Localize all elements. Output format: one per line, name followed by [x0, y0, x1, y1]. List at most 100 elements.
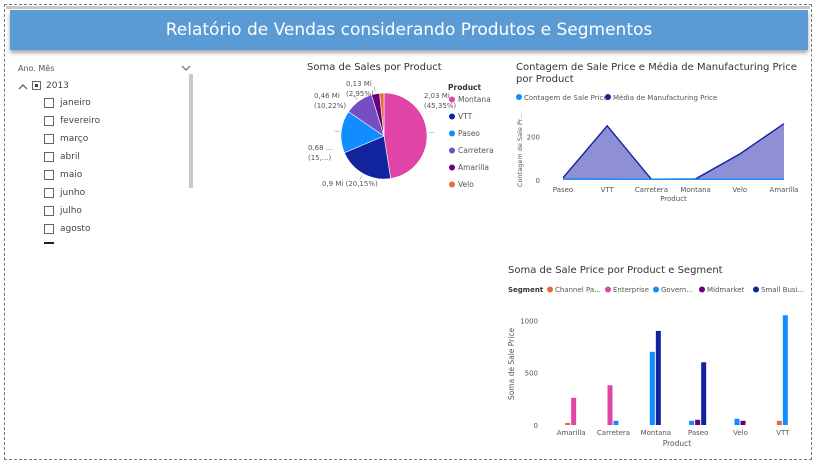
area-x-tick: Carretera	[635, 186, 668, 194]
area-fill-avg	[563, 123, 784, 180]
month-label: abril	[60, 152, 80, 162]
area-x-tick: Velo	[732, 186, 747, 194]
pie-slice-velo[interactable]	[379, 92, 385, 137]
pie-legend-marker	[449, 130, 455, 137]
bar-amarilla-enterprise[interactable]	[571, 397, 577, 425]
bar-montana-govern[interactable]	[649, 351, 655, 425]
slicer-overflow-item	[44, 242, 54, 244]
bar-carretera-enterprise[interactable]	[607, 385, 613, 425]
pie-legend-marker	[449, 96, 455, 103]
area-y-tick: 0	[536, 177, 540, 185]
bar-montana-smallbusi[interactable]	[655, 330, 661, 425]
bar-velo-govern[interactable]	[734, 418, 740, 425]
area-legend-avg: Média de Manufacturing Price	[613, 94, 717, 102]
bar-carretera-govern[interactable]	[613, 420, 619, 425]
pie-data-label: (10,22%)	[314, 102, 346, 110]
bar-paseo-smallbusi[interactable]	[701, 362, 707, 425]
chevron-down-icon[interactable]	[180, 62, 192, 74]
pie-legend-item: Velo	[458, 180, 474, 189]
collapse-caret-icon[interactable]	[18, 82, 28, 92]
checkbox[interactable]	[44, 134, 54, 144]
area-x-axis-label: Product	[660, 195, 687, 203]
pie-legend-title: Product	[448, 83, 482, 92]
pie-data-label: 0,9 Mi (20,15%)	[322, 180, 378, 188]
bar-legend-item: Small Busi...	[761, 286, 804, 294]
slicer-month-item[interactable]: agosto	[44, 223, 174, 237]
pie-chart[interactable]: 2,03 Mi (45,35%) 0,9 Mi (20,15%) 0,68 ... (1…	[296, 74, 510, 194]
pie-leader-line	[354, 95, 358, 100]
pie-legend-item: Amarilla	[458, 163, 489, 172]
bar-vtt-govern[interactable]	[782, 315, 788, 425]
bar-legend-item: Channel Pa...	[555, 286, 601, 294]
report-title-banner: Relatório de Vendas considerando Produto…	[10, 10, 808, 50]
bar-legend-marker	[547, 286, 553, 293]
month-label: junho	[60, 188, 86, 198]
bar-legend-marker	[653, 286, 659, 293]
bar-legend-title: Segment	[508, 286, 544, 294]
bar-x-tick: Paseo	[688, 429, 708, 437]
pie-data-label: 0,46 Mi	[314, 92, 340, 100]
pie-legend-marker	[449, 181, 455, 188]
slicer-label: Ano. Mês	[18, 64, 55, 73]
slicer-month-item[interactable]: junho	[44, 187, 174, 201]
report-title: Relatório de Vendas considerando Produto…	[165, 20, 653, 40]
date-slicer[interactable]: Ano. Mês 2013 janeiro fevereiro março abril…	[16, 62, 196, 244]
pie-leader-line	[359, 175, 363, 180]
slicer-month-item[interactable]: abril	[44, 151, 174, 165]
area-x-tick: Amarilla	[770, 186, 799, 194]
bar-x-axis-label: Product	[663, 439, 692, 448]
slicer-month-item[interactable]: janeiro	[44, 97, 174, 111]
checkbox[interactable]	[44, 206, 54, 216]
bar-paseo-midmarket[interactable]	[695, 419, 701, 425]
slicer-scrollbar[interactable]	[189, 74, 193, 188]
bar-x-tick: Montana	[641, 429, 672, 437]
partial-checkbox[interactable]	[32, 81, 41, 90]
area-chart[interactable]: Contagem de Sale Price Média de Manufactu…	[510, 88, 808, 208]
pie-data-label: 2,03 Mi	[424, 92, 450, 100]
checkbox[interactable]	[44, 152, 54, 162]
bar-velo-midmarket[interactable]	[740, 420, 746, 425]
pie-legend-marker	[449, 164, 455, 171]
pie-data-label: 0,13 Mi	[346, 80, 372, 88]
bar-x-tick: Velo	[733, 429, 748, 437]
slicer-year-node[interactable]: 2013	[16, 80, 176, 94]
pie-slice-vtt[interactable]	[344, 135, 391, 180]
bar-chart-title: Soma de Sale Price por Product e Segment	[508, 265, 723, 276]
bar-y-tick: 0	[534, 422, 538, 430]
bar-legend-item: Govern...	[661, 286, 693, 294]
pie-legend-item: Carretera	[458, 146, 494, 155]
pie-legend-marker	[449, 113, 455, 120]
checkbox[interactable]	[44, 224, 54, 234]
top-rule	[6, 6, 810, 9]
pie-chart-title: Soma de Sales por Product	[307, 62, 442, 73]
pie-data-label: (2,95%)	[346, 90, 374, 98]
checkbox[interactable]	[44, 116, 54, 126]
slicer-month-item[interactable]: julho	[44, 205, 174, 219]
bar-x-tick: Carretera	[597, 429, 630, 437]
checkbox[interactable]	[44, 98, 54, 108]
slicer-month-item[interactable]: maio	[44, 169, 174, 183]
bar-y-axis-label: Soma de Sale Price	[507, 328, 516, 401]
bar-legend-item: Midmarket	[707, 286, 745, 294]
bar-paseo-govern[interactable]	[689, 420, 695, 425]
pie-legend-marker	[449, 147, 455, 154]
bar-legend-marker	[753, 286, 759, 293]
year-label: 2013	[46, 81, 69, 91]
checkbox[interactable]	[44, 170, 54, 180]
slicer-month-item[interactable]: fevereiro	[44, 115, 174, 129]
legend-marker-count	[516, 94, 522, 100]
month-label: agosto	[60, 224, 91, 234]
pie-slice-montana[interactable]	[383, 92, 428, 179]
legend-marker-avg	[605, 94, 611, 100]
area-x-tick: Paseo	[553, 186, 573, 194]
slicer-month-item[interactable]: março	[44, 133, 174, 147]
bar-chart[interactable]: Segment Channel Pa... Enterprise Govern... M…	[504, 280, 810, 452]
pie-data-label: (45,35%)	[424, 102, 456, 110]
report-canvas-frame	[4, 4, 812, 460]
bar-x-tick: Amarilla	[557, 429, 586, 437]
checkbox[interactable]	[44, 188, 54, 198]
pie-data-label: 0,68 ...	[308, 144, 333, 152]
area-x-tick: Montana	[680, 186, 711, 194]
bar-vtt-channelpa[interactable]	[776, 420, 782, 425]
bar-amarilla-channelpa[interactable]	[565, 422, 571, 425]
